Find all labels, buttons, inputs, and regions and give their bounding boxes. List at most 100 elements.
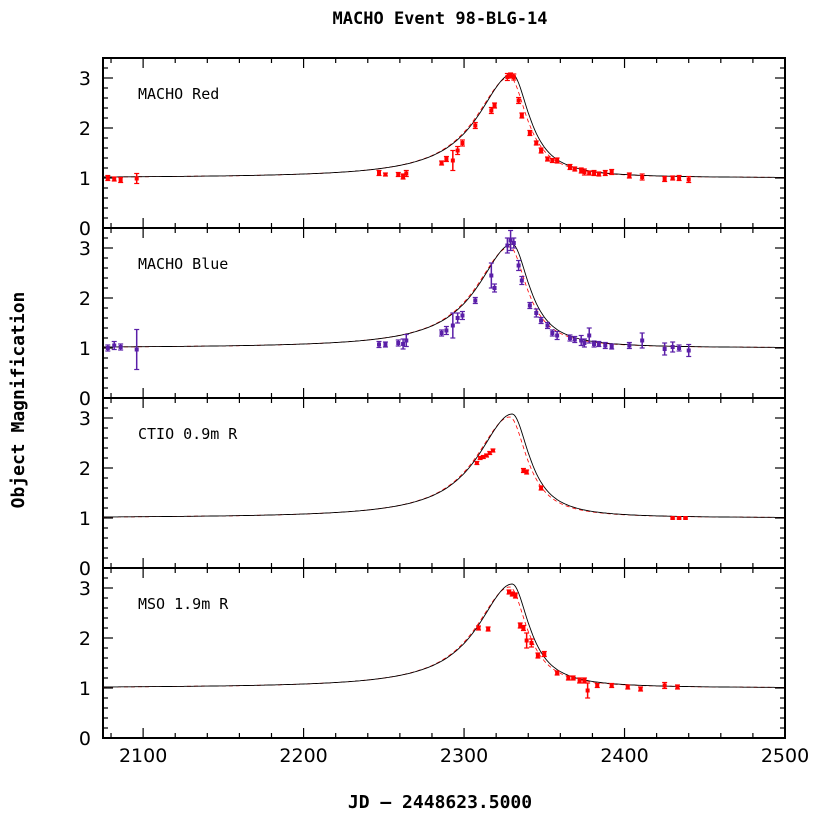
data-point — [677, 346, 682, 350]
y-tick-label: 3 — [79, 408, 91, 430]
data-point — [662, 347, 667, 351]
data-point — [492, 103, 497, 108]
data-point — [484, 453, 489, 458]
data-point — [401, 174, 406, 179]
data-point — [603, 343, 608, 348]
panel-frame — [102, 227, 786, 399]
panel-label: MACHO Red — [138, 85, 219, 103]
data-point — [627, 173, 632, 178]
data-point — [444, 328, 449, 333]
data-point — [596, 172, 601, 176]
data-point — [450, 323, 455, 328]
data-point — [511, 241, 516, 245]
data-point — [542, 652, 547, 656]
data-point — [572, 167, 577, 171]
data-point — [518, 623, 523, 628]
x-tick-label: 2400 — [600, 745, 648, 767]
panel-label: MACHO Blue — [138, 255, 228, 273]
data-point — [105, 346, 110, 350]
data-point — [577, 678, 582, 683]
panel-frame — [102, 397, 786, 569]
data-point — [567, 336, 572, 340]
data-point — [609, 170, 614, 174]
data-point — [539, 148, 544, 153]
data-point — [521, 626, 526, 630]
data-point — [587, 171, 592, 175]
data-point — [587, 333, 592, 338]
data-point — [640, 338, 645, 343]
data-point — [603, 171, 608, 175]
data-point — [134, 347, 139, 352]
data-point — [582, 341, 587, 345]
data-point — [508, 238, 513, 243]
data-point — [519, 113, 524, 118]
data-point — [396, 172, 401, 177]
y-tick-label: 0 — [79, 558, 91, 580]
data-point — [112, 343, 117, 348]
data-point — [670, 516, 675, 520]
data-point — [383, 342, 388, 347]
data-point — [534, 311, 539, 315]
y-tick-label: 0 — [79, 728, 91, 750]
data-point — [566, 676, 571, 680]
x-tick-label: 2100 — [119, 745, 167, 767]
panels-group: 0 1 2 3 MACHO Red 0 1 2 3 MACHO Blue 0 1 2 3 CTIO 0.9m… — [79, 57, 809, 767]
y-tick-label: 1 — [79, 678, 91, 700]
data-point — [508, 73, 513, 78]
data-point — [506, 590, 511, 594]
data-point — [662, 683, 667, 688]
data-point — [592, 171, 597, 175]
data-point — [513, 593, 518, 598]
data-point — [534, 141, 539, 145]
data-point — [439, 331, 444, 335]
data-point — [683, 516, 688, 520]
data-point — [118, 178, 123, 182]
data-point — [555, 333, 560, 338]
data-point — [592, 342, 597, 346]
panel-2: 0 1 2 3 MACHO Blue — [79, 227, 786, 410]
data-point — [596, 342, 601, 346]
y-tick-label: 0 — [79, 218, 91, 240]
data-point — [519, 278, 524, 283]
data-point — [396, 341, 401, 345]
chart-title: MACHO Event 98-BLG-14 — [333, 9, 548, 29]
data-point — [383, 172, 388, 177]
data-point — [112, 177, 117, 181]
data-point — [524, 470, 529, 474]
data-point — [539, 318, 544, 323]
data-point — [677, 176, 682, 180]
data-point — [404, 171, 409, 176]
data-point — [450, 158, 455, 163]
data-point — [105, 176, 110, 180]
data-point — [670, 345, 675, 349]
data-point — [490, 448, 495, 453]
data-point — [585, 688, 590, 693]
data-point — [492, 286, 497, 290]
data-point — [455, 316, 460, 320]
y-tick-label: 3 — [79, 578, 91, 600]
data-point — [545, 323, 550, 328]
data-point — [545, 157, 550, 161]
data-point — [516, 263, 521, 268]
data-point — [567, 165, 572, 169]
x-tick-label: 2300 — [440, 745, 488, 767]
data-point — [486, 627, 491, 631]
data-point — [579, 338, 584, 343]
y-tick-label: 1 — [79, 168, 91, 190]
data-point — [686, 177, 691, 182]
panel-frame — [102, 567, 786, 739]
y-tick-label: 1 — [79, 338, 91, 360]
panel-label: CTIO 0.9m R — [138, 425, 238, 443]
data-point — [609, 344, 614, 349]
data-point — [582, 678, 587, 683]
data-point — [401, 342, 406, 346]
data-point — [460, 141, 465, 145]
data-point — [550, 158, 555, 163]
model-curve — [103, 583, 785, 688]
data-point — [662, 177, 667, 181]
data-point — [404, 338, 409, 343]
data-point — [118, 345, 123, 349]
data-point — [595, 683, 600, 688]
data-point — [505, 75, 510, 79]
